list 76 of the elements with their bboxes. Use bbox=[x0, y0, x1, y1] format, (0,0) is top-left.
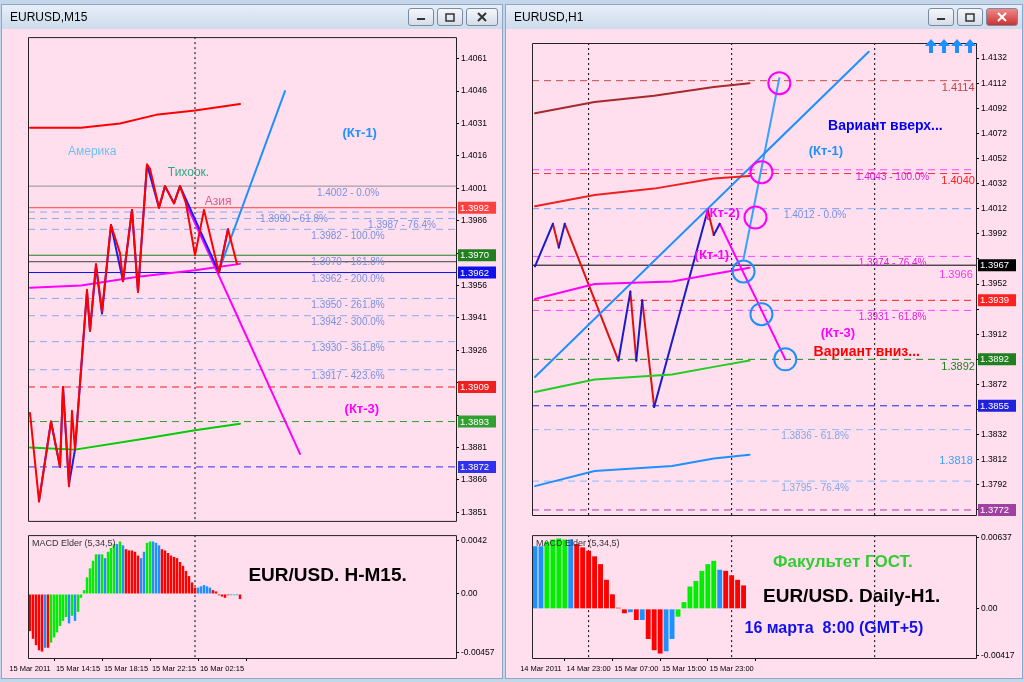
annotation: 1.4012 - 0.0% bbox=[783, 209, 847, 221]
y-tick-label: 1.3956 bbox=[461, 279, 488, 290]
annotation: 1.3930 - 361.8% bbox=[311, 342, 385, 354]
y-tick-label: 1.4001 bbox=[461, 182, 488, 193]
annotation: 1.3795 - 76.4% bbox=[781, 481, 850, 493]
y-tick-label: -0.00457 bbox=[461, 646, 495, 657]
annotation: Азия bbox=[204, 193, 232, 208]
annotation: 1.3987 - 76.4% bbox=[368, 219, 437, 231]
annotation: 1.4040 bbox=[941, 174, 975, 187]
annotation: 1.4002 - 0.0% bbox=[316, 186, 380, 198]
y-tick-label: 0.00 bbox=[981, 603, 998, 614]
annotation: Тихоок. bbox=[167, 164, 210, 179]
y-tick-label: 0.00 bbox=[461, 588, 478, 599]
y-tick-label: 1.4072 bbox=[981, 127, 1008, 138]
annotation: 1.3962 - 200.0% bbox=[311, 273, 385, 285]
annotation: EUR/USD. H-M15. bbox=[248, 563, 407, 585]
ref-line-label: 1.3970 bbox=[460, 249, 490, 261]
y-tick-label: 1.3872 bbox=[981, 378, 1008, 389]
annotation: 1.3892 bbox=[941, 359, 975, 372]
ref-line-label: 1.3772 bbox=[980, 504, 1010, 516]
annotation: 16 марта 8:00 (GMT+5) bbox=[744, 618, 924, 636]
ref-line-label: 1.3893 bbox=[460, 415, 490, 427]
annotation: EUR/USD. Daily-H1. bbox=[762, 584, 941, 606]
annotation: 1.3836 - 61.8% bbox=[781, 430, 850, 442]
y-tick-label: 1.3926 bbox=[461, 344, 488, 355]
y-tick-label: 0.00637 bbox=[981, 532, 1012, 543]
annotation: 1.3966 bbox=[939, 267, 973, 280]
annotation: Факультет ГОСТ. bbox=[772, 551, 913, 571]
annotation: Америка bbox=[67, 143, 117, 158]
y-tick-label: 1.3952 bbox=[981, 278, 1008, 289]
annotation: 1.3982 - 100.0% bbox=[311, 230, 385, 242]
y-tick-label: 1.3866 bbox=[461, 474, 488, 485]
annotation: Вариант вниз... bbox=[813, 342, 920, 359]
chart-title: MACD Elder (5,34,5) bbox=[32, 538, 116, 549]
annotation: (Кт-3) bbox=[344, 401, 380, 417]
annotation: (Кт-1) bbox=[342, 125, 377, 141]
y-tick-label: 1.3881 bbox=[461, 441, 488, 452]
ref-line-label: 1.3939 bbox=[980, 294, 1010, 306]
ref-line-label: 1.3855 bbox=[980, 399, 1010, 411]
y-tick-label: 1.4032 bbox=[981, 177, 1008, 188]
annotation: 1.3931 - 61.8% bbox=[858, 311, 927, 323]
chart-title: EURUSD,M15 bbox=[10, 10, 88, 24]
y-tick-label: 1.4012 bbox=[981, 203, 1008, 214]
annotation: Вариант вверх... bbox=[828, 117, 943, 134]
y-tick-label: 1.3986 bbox=[461, 215, 488, 226]
y-tick-label: 1.3992 bbox=[981, 228, 1008, 239]
y-tick-label: 1.4092 bbox=[981, 102, 1008, 113]
ref-line-label: 1.3909 bbox=[460, 381, 490, 393]
annotation: 1.3917 - 423.6% bbox=[311, 370, 385, 382]
ref-line-label: 1.3967 bbox=[980, 259, 1010, 271]
annotation: 1.3990 - 61.8% bbox=[260, 212, 329, 224]
y-tick-label: 1.3851 bbox=[461, 506, 488, 517]
y-tick-label: 1.3912 bbox=[981, 328, 1008, 339]
annotation: 1.3818 bbox=[939, 453, 973, 466]
ref-line-label: 1.3892 bbox=[980, 353, 1010, 365]
chart-title: EURUSD,H1 bbox=[514, 10, 584, 24]
y-tick-label: 1.3792 bbox=[981, 479, 1008, 490]
y-tick-label: -0.00417 bbox=[981, 649, 1015, 660]
y-tick-label: 1.4031 bbox=[461, 117, 488, 128]
annotation: (Кт-3) bbox=[820, 325, 856, 341]
y-tick-label: 1.4046 bbox=[461, 85, 488, 96]
y-tick-label: 0.0042 bbox=[461, 534, 488, 545]
annotation: 1.4114 bbox=[941, 81, 975, 94]
y-tick-label: 1.4132 bbox=[981, 52, 1008, 63]
annotation: 1.4043 - 100.0% bbox=[855, 170, 930, 182]
y-tick-label: 1.4016 bbox=[461, 150, 488, 161]
annotation: 1.3942 - 300.0% bbox=[311, 316, 385, 328]
y-tick-label: 1.3941 bbox=[461, 312, 488, 323]
y-tick-label: 1.3812 bbox=[981, 454, 1008, 465]
y-tick-label: 1.4061 bbox=[461, 53, 488, 64]
ref-line-label: 1.3962 bbox=[460, 266, 490, 278]
y-tick-label: 1.4112 bbox=[981, 77, 1007, 88]
y-tick-label: 1.4052 bbox=[981, 152, 1008, 163]
y-tick-label: 1.3832 bbox=[981, 429, 1008, 439]
annotation: (Кт-1) bbox=[808, 142, 844, 158]
annotation: 1.3950 - 261.8% bbox=[311, 299, 385, 311]
